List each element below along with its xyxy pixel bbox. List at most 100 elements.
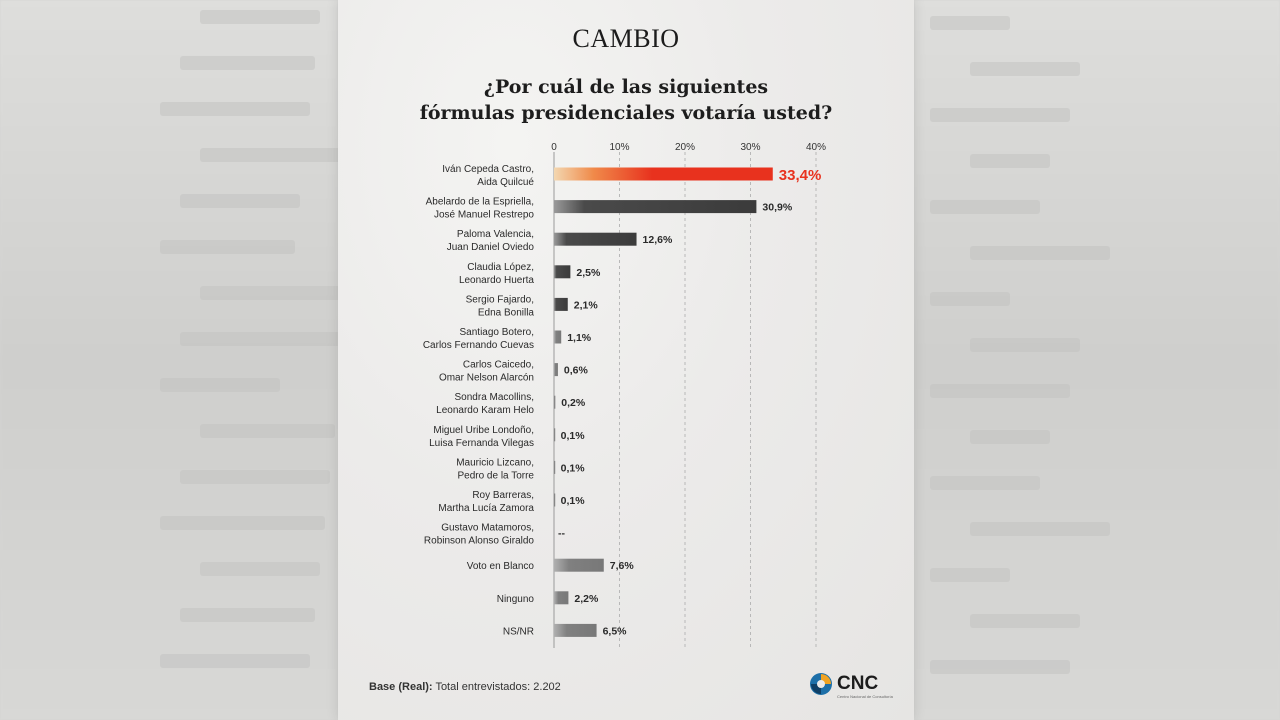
row-label: Juan Daniel Oviedo xyxy=(447,242,535,253)
ghost-bar xyxy=(180,332,345,346)
x-tick-label: 30% xyxy=(740,142,760,153)
ghost-bar xyxy=(160,516,325,530)
bar xyxy=(554,591,569,605)
bars xyxy=(554,167,773,637)
ghost-bar xyxy=(970,154,1050,168)
chart-title-line-1: ¿Por cuál de las siguientes xyxy=(483,76,769,98)
row-label: Leonardo Huerta xyxy=(459,275,534,286)
ghost-bar xyxy=(160,240,295,254)
ghost-bar xyxy=(970,62,1080,76)
ghost-bar xyxy=(200,424,335,438)
row-label: Leonardo Karam Helo xyxy=(436,405,534,416)
row-label: Sondra Macollins, xyxy=(455,392,534,403)
row-label: Luisa Fernanda Vilegas xyxy=(429,438,534,449)
ghost-bar xyxy=(200,148,365,162)
value-label: 30,9% xyxy=(762,202,792,214)
value-label: 0,6% xyxy=(564,365,589,377)
bar xyxy=(554,167,773,181)
cnc-logo: CNC Centro Nacional de Consultoría xyxy=(809,672,893,702)
ghost-bar xyxy=(180,608,315,622)
x-tick-label: 20% xyxy=(675,142,695,153)
ghost-bar xyxy=(930,200,1040,214)
value-label: -- xyxy=(558,528,565,540)
chart-title-line-2: fórmulas presidenciales votaría usted? xyxy=(419,102,833,124)
bar xyxy=(554,265,571,279)
value-label: 12,6% xyxy=(643,234,673,246)
cnc-logo-subtext: Centro Nacional de Consultoría xyxy=(837,694,893,699)
row-label: Iván Cepeda Castro, xyxy=(442,164,534,175)
value-label: 2,5% xyxy=(576,267,601,279)
ghost-bar xyxy=(930,108,1070,122)
bar xyxy=(554,395,556,409)
ghost-bar xyxy=(930,568,1010,582)
value-label: 7,6% xyxy=(610,560,635,572)
value-label: 2,2% xyxy=(574,593,599,605)
ghost-bar xyxy=(930,16,1010,30)
row-label: Aida Quilcué xyxy=(477,177,534,188)
bar xyxy=(554,363,558,377)
row-label: Gustavo Matamoros, xyxy=(441,523,534,534)
ghost-bar xyxy=(970,614,1080,628)
ghost-bar xyxy=(160,654,310,668)
ghost-bar xyxy=(200,286,350,300)
row-label: Martha Lucía Zamora xyxy=(438,503,534,514)
bar xyxy=(554,428,556,442)
ghost-bar xyxy=(930,476,1040,490)
value-labels: 33,4% 30,9% 12,6% 2,5% 2,1% 1,1% 0,6% 0,2% 0,1% 0… xyxy=(558,167,821,637)
value-label: 0,1% xyxy=(561,462,586,474)
value-label: 1,1% xyxy=(567,332,592,344)
ghost-bar xyxy=(180,470,330,484)
ghost-bar xyxy=(970,430,1050,444)
value-label: 0,1% xyxy=(561,430,586,442)
x-tick-label: 40% xyxy=(806,142,826,153)
value-label: 33,4% xyxy=(779,167,822,184)
row-label: Ninguno xyxy=(497,594,535,605)
value-label: 0,2% xyxy=(561,397,586,409)
row-label: Miguel Uribe Londoño, xyxy=(433,425,534,436)
bar-chart: 0 10% 20% 30% 40% Iván Cepeda Castro, Aida Qu… xyxy=(423,142,826,648)
footer-base-label: Base (Real): xyxy=(369,681,433,693)
bar xyxy=(554,623,597,637)
ghost-bar xyxy=(180,56,315,70)
row-label: Paloma Valencia, xyxy=(457,229,534,240)
bar xyxy=(554,297,568,311)
row-label: Carlos Caicedo, xyxy=(463,360,534,371)
ghost-bar xyxy=(930,292,1010,306)
ghost-bar xyxy=(160,378,280,392)
row-label: NS/NR xyxy=(503,626,534,637)
row-label: Omar Nelson Alarcón xyxy=(439,373,534,384)
brand-logo: CAMBIO xyxy=(572,24,680,53)
ghost-bar xyxy=(180,194,300,208)
footer-base-text: Total entrevistados: 2.202 xyxy=(435,681,561,693)
value-label: 6,5% xyxy=(603,625,628,637)
chart-title: ¿Por cuál de las siguientes fórmulas pre… xyxy=(338,74,914,126)
bar xyxy=(554,330,562,344)
ghost-bar xyxy=(930,384,1070,398)
value-label: 2,1% xyxy=(574,299,599,311)
row-label: Carlos Fernando Cuevas xyxy=(423,340,534,351)
background-left xyxy=(0,0,338,720)
ghost-bar xyxy=(970,246,1110,260)
row-label: Sergio Fajardo, xyxy=(466,294,534,305)
row-label: Mauricio Lizcano, xyxy=(456,457,534,468)
ghost-bar xyxy=(200,562,320,576)
row-label: Edna Bonilla xyxy=(478,307,535,318)
ghost-bar xyxy=(970,522,1110,536)
row-label: Roy Barreras, xyxy=(472,490,534,501)
bar xyxy=(554,558,604,572)
gridlines xyxy=(553,152,817,648)
row-label: Pedro de la Torre xyxy=(457,470,534,481)
row-label: José Manuel Restrepo xyxy=(434,210,534,221)
bar xyxy=(554,200,757,214)
x-tick-label: 10% xyxy=(609,142,629,153)
row-label: Robinson Alonso Giraldo xyxy=(424,536,535,547)
row-label: Abelardo de la Espriella, xyxy=(426,197,534,208)
value-label: 0,1% xyxy=(561,495,586,507)
bar xyxy=(554,493,556,507)
ghost-bar xyxy=(160,102,310,116)
row-label: Claudia López, xyxy=(467,262,534,273)
row-labels: Iván Cepeda Castro, Aida Quilcué Abelardo … xyxy=(423,164,535,637)
x-axis-ticks: 0 10% 20% 30% 40% xyxy=(551,142,826,153)
row-label: Santiago Botero, xyxy=(460,327,535,338)
footer-base: Base (Real): Total entrevistados: 2.202 xyxy=(369,681,561,693)
